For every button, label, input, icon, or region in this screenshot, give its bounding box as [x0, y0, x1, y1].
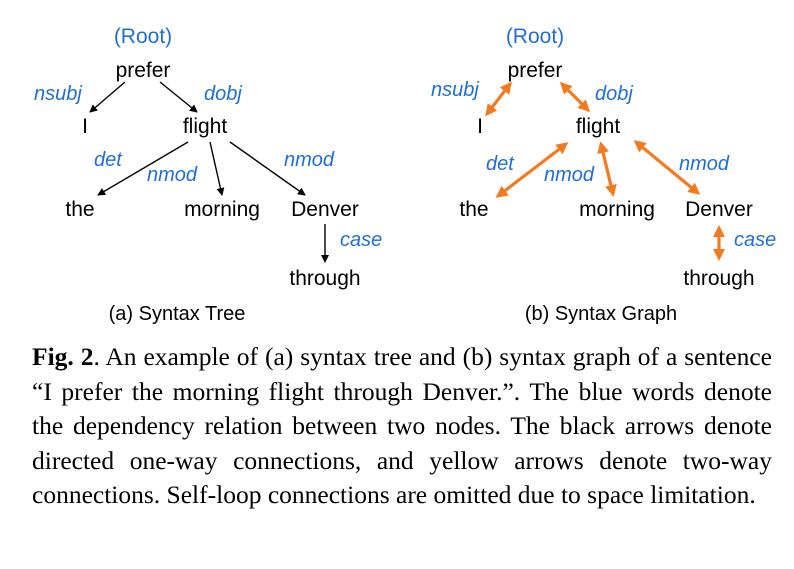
tree-rel-nsubj: nsubj: [34, 83, 82, 105]
graph-node-flight: flight: [576, 115, 621, 138]
graph-rel-det: det: [486, 153, 515, 175]
graph-rel-nmod-denver: nmod: [679, 153, 730, 175]
graph-node-i: I: [477, 115, 483, 138]
figure: (Root) prefer I flight the morning Denve…: [34, 25, 776, 325]
tree-node-through: through: [289, 267, 360, 290]
tree-rel-dobj: dobj: [204, 83, 242, 105]
graph-edge-nmod-morning: [597, 141, 617, 197]
graph-rel-dobj: dobj: [595, 83, 633, 105]
graph-rel-nsubj: nsubj: [431, 79, 479, 101]
tree-node-flight: flight: [183, 115, 228, 138]
tree-node-i: I: [82, 115, 88, 138]
syntax-graph: (Root) prefer I flight the morning Denve…: [431, 25, 776, 325]
tree-rel-case: case: [340, 229, 382, 251]
caption-label: Fig. 2: [32, 342, 94, 371]
graph-node-through: through: [683, 267, 754, 290]
tree-edge-nsubj: [89, 81, 126, 113]
graph-subcaption: (b) Syntax Graph: [525, 303, 677, 325]
tree-root-label: (Root): [114, 25, 172, 48]
graph-root-label: (Root): [506, 25, 564, 48]
graph-node-prefer: prefer: [508, 59, 563, 82]
tree-node-prefer: prefer: [116, 59, 171, 82]
graph-rel-case: case: [734, 229, 776, 251]
graph-node-denver: Denver: [685, 198, 753, 221]
syntax-tree: (Root) prefer I flight the morning Denve…: [34, 25, 382, 325]
graph-node-the: the: [459, 198, 488, 221]
tree-rel-det: det: [94, 149, 123, 171]
tree-edge-nmod-morning: [209, 141, 225, 196]
figure-canvas: (Root) prefer I flight the morning Denve…: [34, 25, 776, 325]
graph-edge-det: [495, 142, 569, 198]
tree-node-denver: Denver: [291, 198, 359, 221]
tree-edge-nmod-denver: [229, 141, 306, 196]
tree-node-the: the: [65, 198, 94, 221]
tree-edge-dobj: [159, 81, 198, 113]
graph-edge-nsubj: [485, 81, 512, 117]
tree-subcaption: (a) Syntax Tree: [109, 303, 246, 325]
tree-node-morning: morning: [184, 198, 260, 221]
tree-edge-det: [97, 141, 189, 196]
caption-text: . An example of (a) syntax tree and (b) …: [32, 342, 772, 510]
graph-edge-dobj: [559, 81, 591, 113]
tree-rel-nmod-morning: nmod: [147, 164, 198, 186]
tree-rel-nmod-denver: nmod: [284, 149, 335, 171]
graph-rel-nmod-morning: nmod: [544, 164, 595, 186]
graph-edge-nmod-denver: [633, 140, 701, 195]
figure-caption: Fig. 2. An example of (a) syntax tree an…: [32, 340, 772, 513]
graph-node-morning: morning: [579, 198, 655, 221]
